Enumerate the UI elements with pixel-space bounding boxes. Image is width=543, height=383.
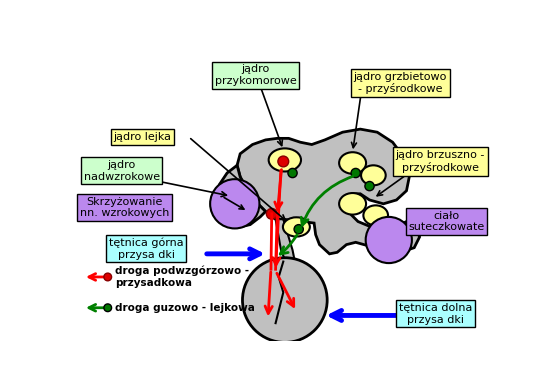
Circle shape (243, 258, 327, 342)
Circle shape (294, 224, 304, 234)
Text: droga podwzgórzowo -
przysadkowa: droga podwzgórzowo - przysadkowa (116, 266, 250, 288)
Text: ciało
suteczkowate: ciało suteczkowate (408, 211, 485, 232)
Ellipse shape (361, 165, 386, 185)
Circle shape (365, 217, 412, 263)
Circle shape (104, 304, 111, 312)
Text: droga guzowo - lejkowa: droga guzowo - lejkowa (116, 303, 255, 313)
Circle shape (267, 208, 277, 219)
Ellipse shape (339, 193, 366, 214)
Polygon shape (217, 165, 266, 227)
Ellipse shape (363, 205, 388, 225)
Circle shape (288, 169, 297, 178)
Text: jądro
nadwzrokowe: jądro nadwzrokowe (84, 160, 160, 182)
Text: jądro
przykomorowe: jądro przykomorowe (214, 64, 296, 86)
Circle shape (210, 179, 260, 228)
Circle shape (365, 182, 374, 191)
Text: Skrzyżowanie
nn. wzrokowych: Skrzyżowanie nn. wzrokowych (80, 197, 169, 218)
Polygon shape (237, 129, 420, 254)
Text: jądro brzuszno -
przyśrodkowe: jądro brzuszno - przyśrodkowe (396, 150, 485, 173)
Text: tętnica górna
przysa dki: tętnica górna przysa dki (109, 237, 184, 260)
Polygon shape (276, 219, 296, 269)
Ellipse shape (339, 152, 366, 174)
Ellipse shape (269, 148, 301, 172)
Text: jądro lejka: jądro lejka (113, 132, 172, 142)
Polygon shape (275, 269, 295, 292)
Text: tętnica dolna
przysa dki: tętnica dolna przysa dki (399, 303, 472, 325)
Ellipse shape (283, 217, 310, 237)
Text: jądro grzbietowo
- przyśrodkowe: jądro grzbietowo - przyśrodkowe (353, 72, 447, 94)
Circle shape (278, 156, 289, 167)
Circle shape (351, 169, 361, 178)
Circle shape (104, 273, 111, 281)
